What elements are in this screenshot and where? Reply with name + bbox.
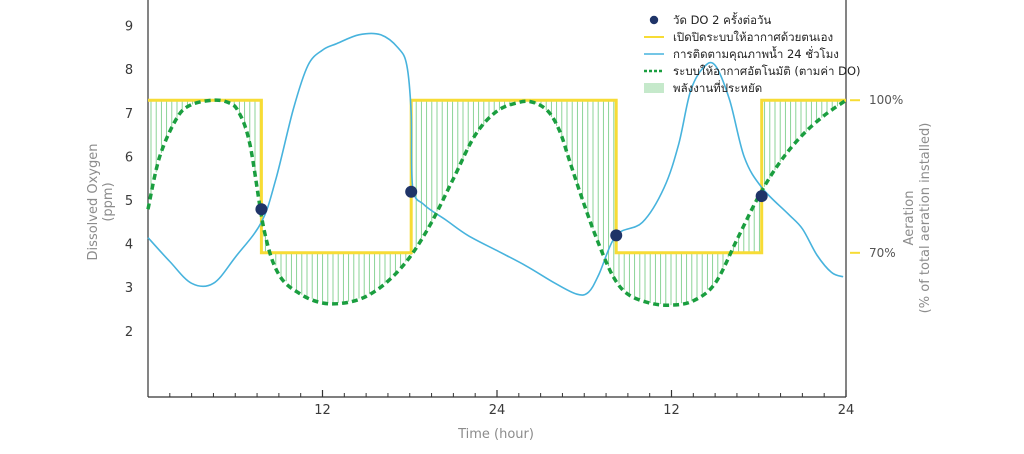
right-y-axis-title: Aeration(% of total aeration installed) xyxy=(902,123,933,314)
legend-label: วัด DO 2 ครั้งต่อวัน xyxy=(673,12,771,27)
y-tick-label: 5 xyxy=(125,194,133,209)
y-tick-label: 3 xyxy=(125,281,133,296)
monitoring-24h-line xyxy=(147,32,844,296)
do-measurement-point xyxy=(405,185,418,198)
y-tick-label: 2 xyxy=(125,325,133,340)
left-y-axis-title-line: (ppm) xyxy=(101,182,116,221)
x-tick-label: 12 xyxy=(663,403,680,418)
left-y-axis-title: Dissolved Oxygen(ppm) xyxy=(86,144,116,261)
legend-label: พลังงานที่ประหยัด xyxy=(673,80,762,95)
x-tick-label: 24 xyxy=(838,403,855,418)
do-measurement-point xyxy=(755,190,768,203)
right-y-axis-title-line: Aeration xyxy=(902,191,917,246)
x-axis-title: Time (hour) xyxy=(457,427,534,442)
do-measurement-point xyxy=(610,229,623,242)
auto-aeration-line xyxy=(146,98,848,307)
do-points-group xyxy=(255,185,768,242)
legend: วัด DO 2 ครั้งต่อวันเปิดปิดระบบให้อากาศด… xyxy=(644,12,861,95)
y-tick-label: 8 xyxy=(125,63,133,78)
legend-symbol-do-points xyxy=(649,15,659,25)
right-y-axis-title-line: (% of total aeration installed) xyxy=(918,123,933,314)
series-group xyxy=(146,32,848,307)
legend-label: การติดตามคุณภาพน้ำ 24 ชั่วโมง xyxy=(673,46,839,61)
y-tick-label: 7 xyxy=(125,107,133,122)
saved-energy-hatch-group xyxy=(150,100,844,306)
legend-label: เปิดปิดระบบให้อากาศด้วยตนเอง xyxy=(673,30,833,44)
x-tick-label: 12 xyxy=(314,403,331,418)
y-tick-label: 4 xyxy=(125,238,133,253)
manual-aeration-line xyxy=(148,98,846,255)
right-tick-label: 70% xyxy=(869,246,896,260)
x-tick-label: 24 xyxy=(489,403,506,418)
right-tick-label: 100% xyxy=(869,93,903,107)
axes-group xyxy=(147,0,860,398)
labels-group: 12 24 12 24 2 3 4 5 6 7 8 9 100% 70% Time (hour) Dissol… xyxy=(86,20,933,442)
legend-label: ระบบให้อากาศอัตโนมัติ (ตามค่า DO) xyxy=(673,64,861,78)
y-tick-label: 6 xyxy=(125,150,133,165)
left-y-axis-title-line: Dissolved Oxygen xyxy=(86,144,101,261)
do-measurement-point xyxy=(255,203,268,216)
y-tick-label: 9 xyxy=(125,20,133,35)
